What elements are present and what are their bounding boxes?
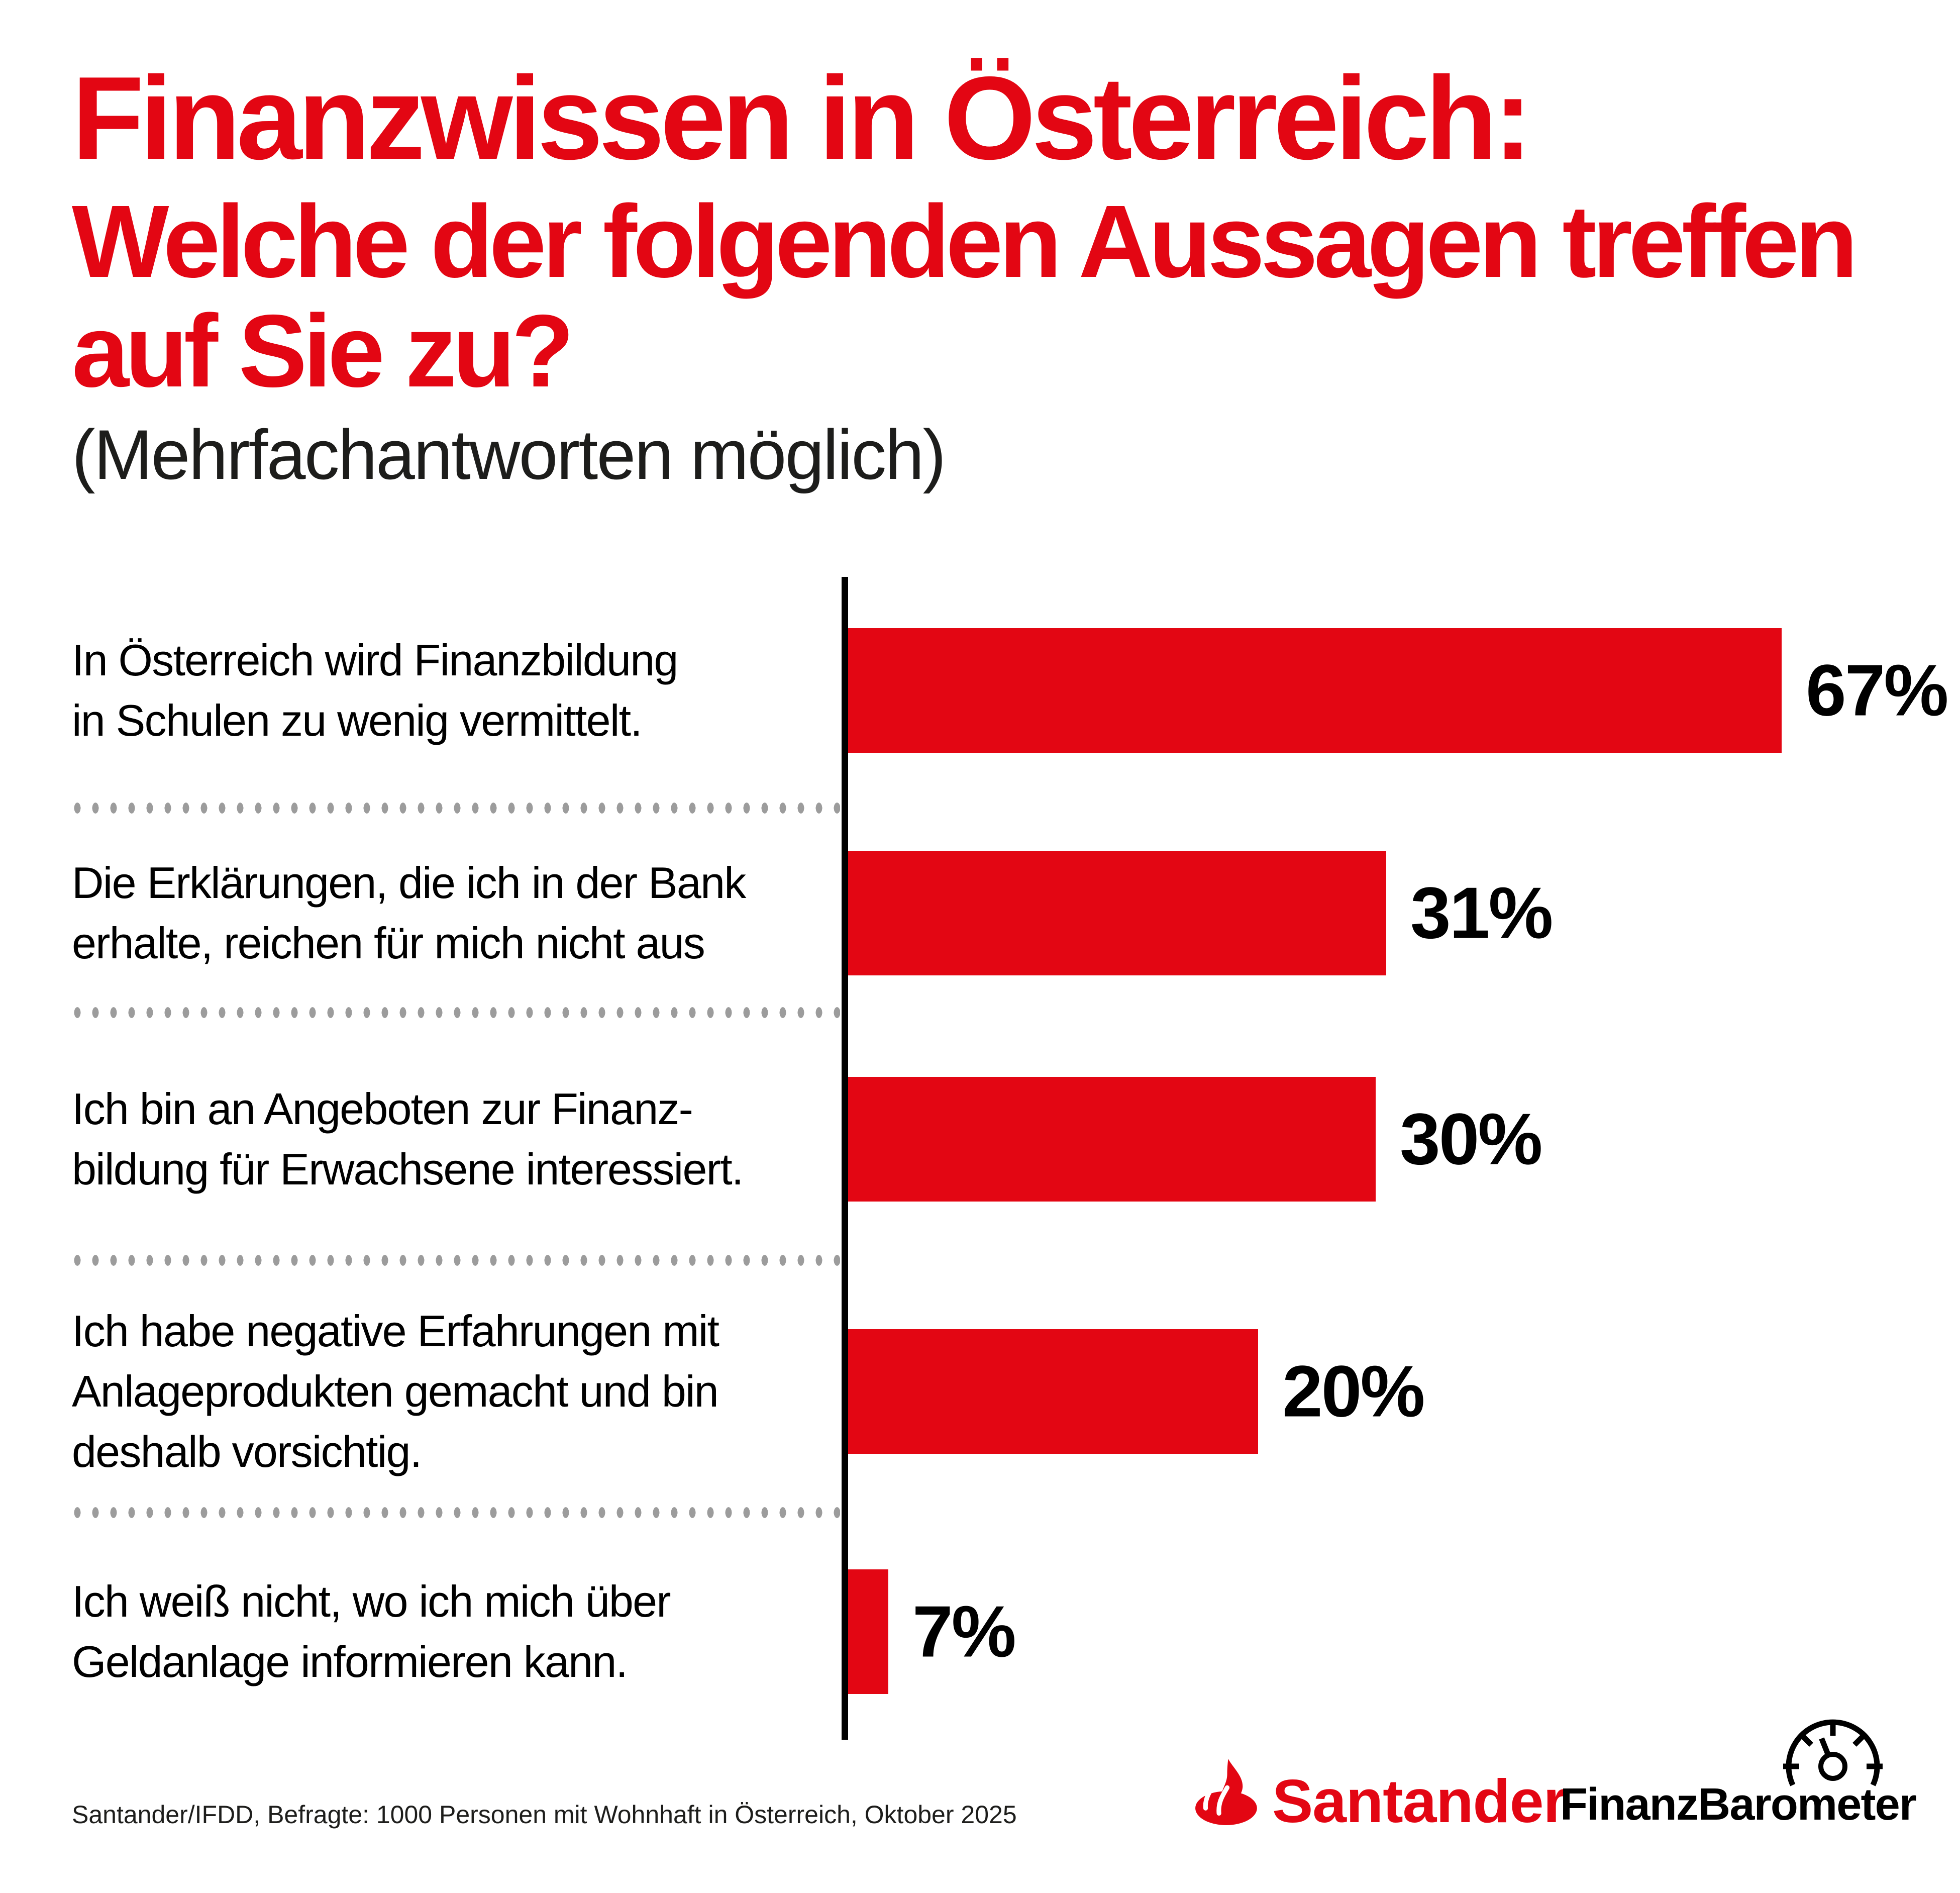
dotted-separator <box>72 803 840 814</box>
bar-label: Ich weiß nicht, wo ich mich über Geldanl… <box>72 1576 671 1686</box>
bar-label: Ich habe negative Erfahrungen mit Anlage… <box>72 1306 719 1476</box>
santander-wordmark: Santander <box>1272 1767 1567 1835</box>
source-note: Santander/IFDD, Befragte: 1000 Personen … <box>72 1801 1017 1829</box>
page-subtitle: Welche der folgenden Aussagen treffen au… <box>72 184 1858 409</box>
chart-axis-line <box>842 577 848 1740</box>
dotted-separator <box>72 1007 840 1018</box>
bar-label: Die Erklärungen, die ich in der Bank erh… <box>72 858 746 968</box>
page-title: Finanzwissen in Österreich: <box>72 52 1532 184</box>
finanzbarometer-wordmark: FinanzBarometer <box>1560 1779 1917 1830</box>
bar <box>848 1077 1376 1202</box>
barometer-gauge-icon <box>1783 1719 1883 1786</box>
santander-flame-icon <box>1195 1759 1257 1825</box>
bar-value-label: 67% <box>1806 649 1948 731</box>
bar-value-label: 20% <box>1282 1350 1425 1432</box>
bar-label: In Österreich wird Finanzbildung in Schu… <box>72 635 678 745</box>
bar-label: Ich bin an Angeboten zur Finanz- bildung… <box>72 1084 744 1194</box>
dotted-separator <box>72 1507 840 1518</box>
multiple-answers-note: (Mehrfachantworten möglich) <box>72 415 946 494</box>
bar-value-label: 7% <box>912 1590 1016 1672</box>
bar-value-label: 30% <box>1400 1098 1542 1180</box>
bar <box>848 1569 888 1694</box>
bar <box>848 1329 1258 1454</box>
dotted-separator <box>72 1255 840 1266</box>
bar <box>848 851 1386 975</box>
bar <box>848 628 1782 753</box>
bar-value-label: 31% <box>1410 872 1553 954</box>
